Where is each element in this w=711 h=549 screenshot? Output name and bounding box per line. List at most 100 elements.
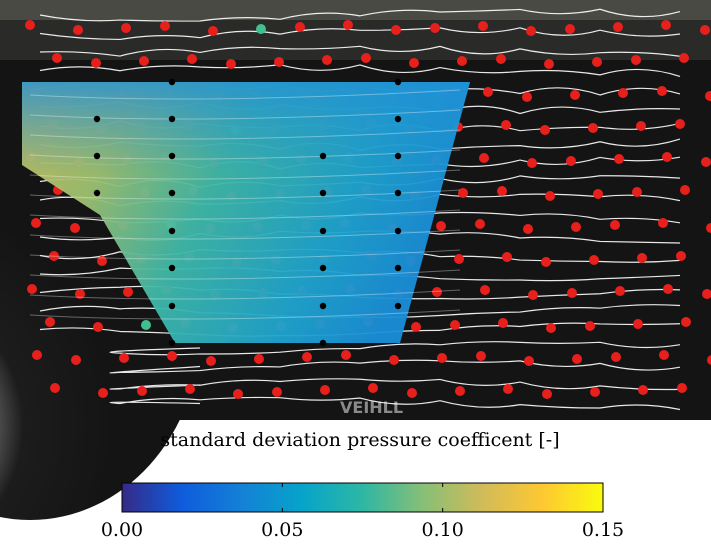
streamline — [109, 359, 681, 374]
pressure-tap — [407, 388, 417, 398]
field-tap — [319, 302, 327, 310]
pressure-tap — [436, 221, 446, 231]
pressure-tap — [528, 290, 538, 300]
pressure-tap — [497, 186, 507, 196]
field-streamline — [29, 129, 461, 140]
field-tap — [168, 189, 176, 197]
car-trim — [0, 0, 711, 20]
field-tap — [394, 302, 402, 310]
pressure-tap — [476, 351, 486, 361]
field-tap — [93, 115, 101, 123]
pressure-tap — [167, 351, 177, 361]
pressure-tap — [592, 57, 602, 67]
colorbar-tick-label: 0.00 — [101, 519, 143, 541]
pressure-tap — [479, 153, 489, 163]
pressure-tap — [680, 185, 690, 195]
field-streamline — [29, 89, 461, 100]
pressure-tap — [389, 355, 399, 365]
field-tap — [394, 115, 402, 123]
pressure-tap — [659, 350, 669, 360]
field-tap — [168, 264, 176, 272]
pressure-tap — [341, 350, 351, 360]
streamline — [39, 64, 681, 78]
colorbar-tick-label: 0.05 — [261, 519, 303, 541]
pressure-tap — [70, 223, 80, 233]
field-streamline — [29, 109, 461, 120]
streamline — [109, 378, 681, 391]
pressure-tap — [97, 256, 107, 266]
pressure-tap — [566, 156, 576, 166]
pressure-tap — [361, 53, 371, 63]
pressure-tap — [526, 26, 536, 36]
pressure-tap — [458, 188, 468, 198]
pressure-tap — [585, 321, 595, 331]
pressure-tap — [411, 322, 421, 332]
pressure-tap — [91, 58, 101, 68]
pressure-tap — [657, 86, 667, 96]
pressure-tap — [632, 187, 642, 197]
field-streamline — [29, 229, 461, 240]
pressure-tap — [588, 123, 598, 133]
pressure-tap — [706, 223, 711, 233]
pressure-tap — [25, 20, 35, 30]
field-streamlines — [29, 89, 461, 320]
pressure-tap — [52, 53, 62, 63]
pressure-tap — [503, 384, 513, 394]
pressure-tap — [322, 55, 332, 65]
field-streamline — [29, 169, 461, 180]
pressure-tap — [522, 92, 532, 102]
pressure-tap — [93, 322, 103, 332]
pressure-tap — [295, 22, 305, 32]
pressure-tap — [705, 91, 711, 101]
streamline — [109, 396, 681, 411]
pressure-tap — [483, 87, 493, 97]
pressure-tap — [631, 55, 641, 65]
pressure-tap — [637, 253, 647, 263]
pressure-tap — [589, 255, 599, 265]
pressure-tap — [636, 121, 646, 131]
pressure-tap — [27, 284, 37, 294]
pressure-tap — [139, 56, 149, 66]
field-streamline — [29, 149, 461, 160]
pressure-tap — [496, 54, 506, 64]
field-tap — [394, 227, 402, 235]
pressure-tap — [98, 388, 108, 398]
streamline — [39, 45, 681, 57]
pressure-tap — [527, 158, 537, 168]
pressure-tap — [49, 251, 59, 261]
pressure-tap — [123, 287, 133, 297]
colorbar-scale — [121, 482, 604, 513]
pressure-tap — [455, 386, 465, 396]
field-tap — [168, 115, 176, 123]
pressure-tap — [572, 354, 582, 364]
pressure-tap — [707, 355, 711, 365]
pressure-tap — [661, 20, 671, 30]
field-tap — [93, 189, 101, 197]
pressure-tap — [590, 387, 600, 397]
pressure-tap — [593, 189, 603, 199]
pressure-tap — [256, 24, 266, 34]
pressure-tap — [343, 20, 353, 30]
field-taps — [93, 78, 402, 347]
pressure-tap — [437, 353, 447, 363]
pressure-tap — [226, 59, 236, 69]
pressure-tap — [302, 352, 312, 362]
pressure-tap — [523, 224, 533, 234]
pressure-tap — [478, 21, 488, 31]
field-tap — [93, 152, 101, 160]
pressure-tap — [45, 317, 55, 327]
pressure-tap — [540, 125, 550, 135]
field-tap — [168, 339, 176, 347]
pressure-tap — [208, 26, 218, 36]
pressure-tap — [32, 350, 42, 360]
pressure-tap — [254, 354, 264, 364]
pressure-tap — [141, 320, 151, 330]
field-tap — [319, 339, 327, 347]
pressure-tap — [614, 154, 624, 164]
pressure-tap — [206, 356, 216, 366]
pressure-tap — [524, 356, 534, 366]
pressure-tap — [137, 386, 147, 396]
colorbar-label: standard deviation pressure coefficent [… — [160, 429, 559, 451]
